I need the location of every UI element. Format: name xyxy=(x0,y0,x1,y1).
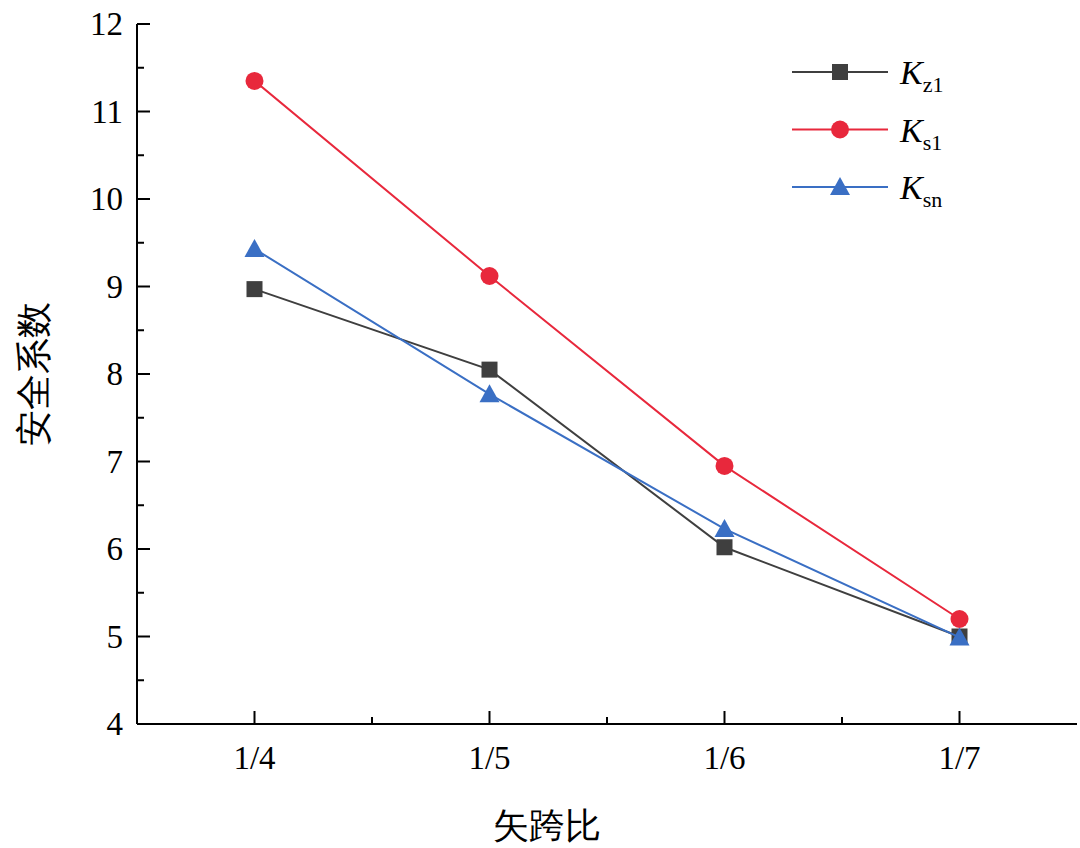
x-minor-tick xyxy=(606,717,608,724)
y-tick xyxy=(137,461,150,463)
legend-label: Ksn xyxy=(899,169,942,212)
data-point xyxy=(951,610,969,628)
y-tick xyxy=(137,373,150,375)
x-minor-tick xyxy=(841,717,843,724)
y-minor-tick xyxy=(137,679,144,681)
y-tick-label: 11 xyxy=(91,94,123,130)
data-point xyxy=(246,72,264,90)
y-minor-tick xyxy=(137,417,144,419)
y-minor-tick xyxy=(137,154,144,156)
legend-label-sub: s1 xyxy=(923,130,943,155)
y-tick-label: 4 xyxy=(107,706,124,742)
x-tick xyxy=(724,711,726,724)
y-tick xyxy=(137,636,150,638)
data-point xyxy=(715,519,735,537)
legend-label-main: K xyxy=(899,112,925,149)
chart-root: 4567891011121/41/51/61/7矢跨比安全系数Kz1Ks1Ksn xyxy=(0,0,1080,848)
chart-svg: 4567891011121/41/51/61/7矢跨比安全系数Kz1Ks1Ksn xyxy=(0,0,1080,848)
data-point xyxy=(481,267,499,285)
y-tick xyxy=(137,23,150,25)
x-tick xyxy=(254,711,256,724)
y-minor-tick xyxy=(137,242,144,244)
legend: Kz1Ks1Ksn xyxy=(792,54,943,212)
y-tick xyxy=(137,198,150,200)
data-point xyxy=(717,539,733,555)
legend-label: Ks1 xyxy=(899,112,942,155)
data-point xyxy=(482,362,498,378)
y-tick-label: 8 xyxy=(107,356,124,392)
legend-label-sub: z1 xyxy=(923,72,944,97)
y-tick-label: 5 xyxy=(107,619,124,655)
y-minor-tick xyxy=(137,592,144,594)
y-tick-label: 7 xyxy=(107,444,124,480)
data-point xyxy=(950,627,970,645)
legend-label-sub: sn xyxy=(923,187,943,212)
y-minor-tick xyxy=(137,329,144,331)
x-tick-label: 1/4 xyxy=(233,740,275,776)
y-tick xyxy=(137,548,150,550)
data-point xyxy=(716,457,734,475)
series-line xyxy=(255,289,960,636)
legend-marker xyxy=(830,177,850,195)
legend-marker xyxy=(831,121,849,139)
series xyxy=(246,72,969,628)
x-tick-label: 1/6 xyxy=(703,740,745,776)
x-axis-title: 矢跨比 xyxy=(493,806,601,846)
data-point xyxy=(480,384,500,402)
plot-area xyxy=(245,72,970,646)
x-tick xyxy=(959,711,961,724)
y-axis-title: 安全系数 xyxy=(14,302,54,446)
legend-marker xyxy=(832,64,848,80)
y-tick xyxy=(137,286,150,288)
series-line xyxy=(255,249,960,638)
data-point xyxy=(245,239,265,257)
x-minor-tick xyxy=(371,717,373,724)
x-tick xyxy=(489,711,491,724)
y-tick xyxy=(137,111,150,113)
legend-label: Kz1 xyxy=(899,54,943,97)
x-tick-label: 1/5 xyxy=(468,740,510,776)
y-tick-label: 9 xyxy=(107,269,124,305)
series-line xyxy=(255,81,960,619)
y-tick-label: 10 xyxy=(90,181,123,217)
data-point xyxy=(247,281,263,297)
y-minor-tick xyxy=(137,504,144,506)
y-tick-label: 6 xyxy=(107,531,124,567)
y-tick xyxy=(137,723,150,725)
y-minor-tick xyxy=(137,67,144,69)
x-tick-label: 1/7 xyxy=(938,740,980,776)
series xyxy=(247,281,968,644)
series xyxy=(245,239,970,646)
y-tick-label: 12 xyxy=(90,6,123,42)
legend-label-main: K xyxy=(899,169,925,206)
legend-label-main: K xyxy=(899,54,925,91)
